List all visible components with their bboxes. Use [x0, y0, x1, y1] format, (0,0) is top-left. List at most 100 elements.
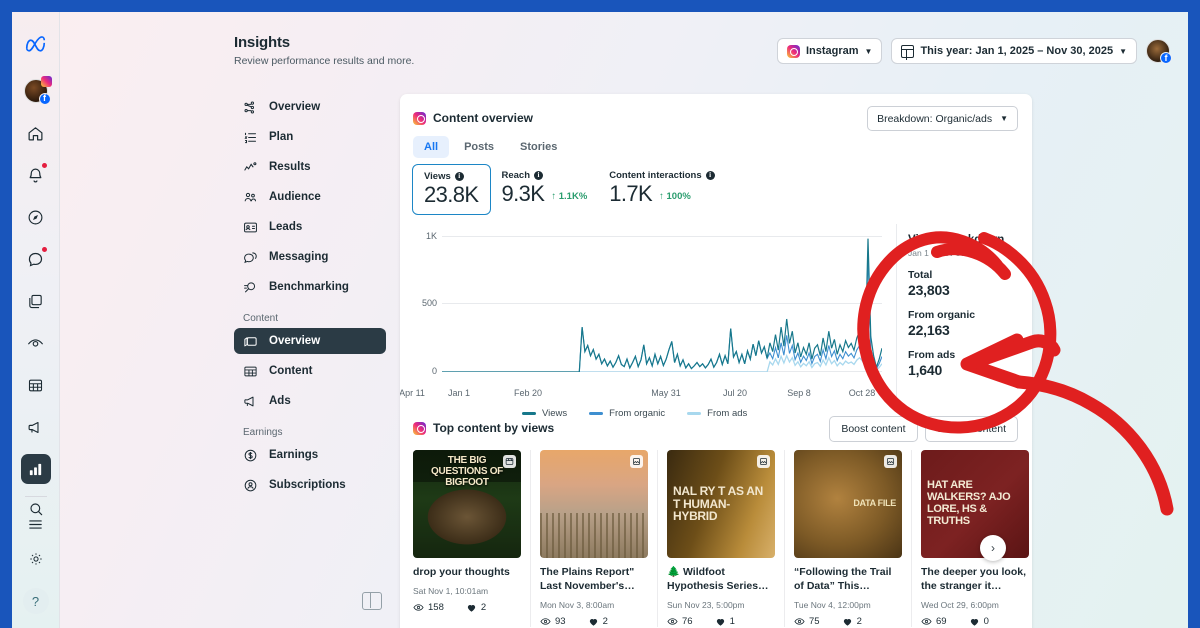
- content-card[interactable]: NAL RY T AS AN T HUMAN-HYBRID 🌲 Wildfoot…: [667, 450, 775, 627]
- info-icon[interactable]: i: [534, 171, 544, 180]
- meta-logo-icon[interactable]: [21, 30, 51, 60]
- sidebar-item-earnings[interactable]: Earnings: [234, 442, 386, 468]
- sidebar-item-label: Results: [269, 161, 311, 173]
- home-icon[interactable]: [21, 118, 51, 148]
- content-thumbnail[interactable]: [540, 450, 648, 558]
- content-thumbnail[interactable]: THE BIG QUESTIONS OF BIGFOOT: [413, 450, 521, 558]
- plan-list-icon: [243, 130, 258, 145]
- carousel-next-button[interactable]: ›: [980, 535, 1006, 561]
- metric-content-interactions[interactable]: Content interactions i 1.7K ↑ 100%: [598, 164, 725, 213]
- sidebar-item-label: Benchmarking: [269, 281, 349, 293]
- menu-icon[interactable]: [21, 509, 51, 539]
- breakdown-row-value: 22,163: [908, 322, 950, 338]
- metric-value-row: 23.8K: [424, 182, 479, 207]
- benchmarking-magnifier-icon: [243, 280, 258, 295]
- megaphone-icon[interactable]: [21, 412, 51, 442]
- legend-item-from-organic[interactable]: From organic: [589, 408, 665, 419]
- x-tick-label: Oct 28: [848, 388, 876, 398]
- sidebar-item-content[interactable]: Content: [234, 358, 386, 384]
- messages-icon[interactable]: [21, 244, 51, 274]
- sidebar-item-audience[interactable]: Audience: [234, 184, 386, 210]
- metric-value: 1.7K: [609, 181, 653, 206]
- views-breakdown-title: Views breakdown: [908, 234, 1005, 246]
- content-card[interactable]: HAT ARE WALKERS? AJO LORE, HS & TRUTHS T…: [921, 450, 1029, 627]
- profile-avatar[interactable]: f: [21, 76, 52, 106]
- chevron-down-icon: ▼: [864, 46, 873, 56]
- calendar-icon: [901, 44, 915, 60]
- sidebar-item-benchmarking[interactable]: Benchmarking: [234, 274, 386, 300]
- results-trend-icon: [243, 160, 258, 175]
- date-range-label: This year: Jan 1, 2025 – Nov 30, 2025: [920, 45, 1114, 57]
- views-line-chart[interactable]: 1K 500 0 Jan 1 Feb 20 Apr 11 May 31 Jul …: [400, 231, 882, 422]
- collapse-sidebar-button[interactable]: [362, 592, 382, 610]
- top-content-title-row: Top content by views: [413, 421, 554, 435]
- tab-posts[interactable]: Posts: [464, 141, 495, 153]
- sidebar-item-label: Plan: [269, 131, 294, 143]
- tab-stories[interactable]: Stories: [520, 141, 558, 153]
- legend-label: Views: [542, 408, 568, 419]
- search-icon[interactable]: [21, 494, 51, 524]
- posts-icon[interactable]: [21, 286, 51, 316]
- compass-icon[interactable]: [21, 202, 51, 232]
- info-icon[interactable]: i: [454, 172, 464, 181]
- content-card-date: Sat Nov 1, 10:01am: [413, 585, 489, 596]
- account-selector-label: Instagram: [805, 45, 859, 57]
- sidebar-item-overview[interactable]: Overview: [234, 94, 386, 120]
- subscription-person-icon: [243, 478, 258, 493]
- breakdown-selector[interactable]: Breakdown: Organic/ads ▼: [867, 106, 1018, 131]
- likes-stat: 2: [842, 616, 862, 627]
- leads-card-icon: [243, 220, 258, 235]
- views-stat: 93: [540, 616, 566, 627]
- content-panel: Content overview Breakdown: Organic/ads …: [400, 94, 1032, 628]
- content-card[interactable]: The Plains Report" Last November's… Mon …: [540, 450, 648, 627]
- views-count: 158: [428, 601, 444, 613]
- breakdown-label: Breakdown: Organic/ads: [877, 112, 993, 125]
- info-icon[interactable]: i: [705, 171, 715, 180]
- legend-label: From organic: [609, 408, 666, 419]
- gear-icon[interactable]: [21, 544, 51, 574]
- rail-divider: [24, 496, 47, 497]
- page-header: Insights Review performance results and …: [60, 12, 1188, 84]
- grid-icon[interactable]: [21, 370, 51, 400]
- date-range-selector[interactable]: This year: Jan 1, 2025 – Nov 30, 2025 ▼: [891, 38, 1137, 64]
- content-card-stats: 75 2: [794, 616, 902, 627]
- sidebar-item-results[interactable]: Results: [234, 154, 386, 180]
- metric-label: Views: [424, 171, 451, 182]
- user-avatar[interactable]: f: [1146, 39, 1172, 64]
- thumbnail-overlay-text: NAL RY T AS AN T HUMAN-HYBRID: [673, 483, 764, 524]
- help-icon[interactable]: ?: [22, 588, 49, 614]
- notifications-icon[interactable]: [21, 160, 51, 190]
- metric-reach[interactable]: Reach i 9.3K ↑ 1.1K%: [491, 164, 599, 213]
- legend-item-from-ads[interactable]: From ads: [687, 408, 747, 419]
- eye-icon: [667, 618, 678, 625]
- x-tick-label: May 31: [651, 388, 681, 398]
- content-thumbnail[interactable]: DATA FILE: [794, 450, 902, 558]
- sidebar-item-subscriptions[interactable]: Subscriptions: [234, 472, 386, 498]
- ads-eye-icon[interactable]: [21, 328, 51, 358]
- sidebar-item-messaging[interactable]: Messaging: [234, 244, 386, 270]
- page-title: Insights: [234, 34, 290, 51]
- boost-content-button[interactable]: Boost content: [829, 416, 918, 442]
- sidebar-item-plan[interactable]: Plan: [234, 124, 386, 150]
- metric-views[interactable]: Views i 23.8K: [412, 164, 491, 216]
- sidebar-item-leads[interactable]: Leads: [234, 214, 386, 240]
- see-all-content-button[interactable]: See all content: [924, 416, 1018, 442]
- tab-all[interactable]: All: [413, 136, 450, 158]
- content-thumbnail[interactable]: NAL RY T AS AN T HUMAN-HYBRID: [667, 450, 775, 558]
- facebook-badge-icon: f: [38, 93, 51, 105]
- legend-item-views[interactable]: Views: [522, 408, 567, 419]
- chart-series: [442, 236, 882, 372]
- insights-bar-icon[interactable]: [20, 454, 51, 484]
- sidebar-item-ads[interactable]: Ads: [234, 388, 386, 414]
- content-card-stats: 69 0: [921, 616, 1029, 627]
- views-stat: 158: [413, 602, 444, 613]
- content-card-title: drop your thoughts: [413, 566, 510, 578]
- top-content-carousel[interactable]: THE BIG QUESTIONS OF BIGFOOT drop your t…: [413, 450, 1032, 627]
- instagram-icon: [786, 44, 800, 58]
- content-card[interactable]: DATA FILE “Following the Trail of Data” …: [794, 450, 902, 627]
- sidebar-item-content-overview[interactable]: Overview: [234, 328, 386, 354]
- content-thumbnail[interactable]: HAT ARE WALKERS? AJO LORE, HS & TRUTHS: [921, 450, 1029, 558]
- content-card[interactable]: THE BIG QUESTIONS OF BIGFOOT drop your t…: [413, 450, 521, 627]
- account-selector[interactable]: Instagram ▼: [776, 38, 883, 64]
- chart-plot-area: 1K 500 0: [422, 231, 882, 384]
